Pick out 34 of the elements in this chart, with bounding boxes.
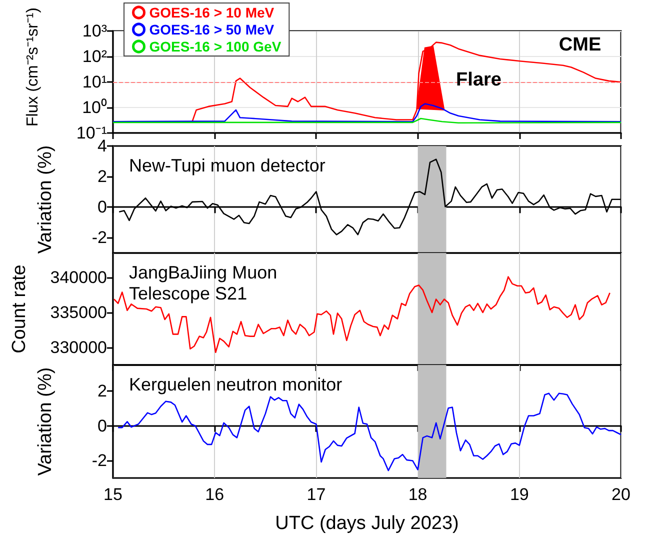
legend-label: GOES-16 > 50 MeV — [149, 22, 275, 38]
y-axis-title: Variation (%) — [35, 367, 56, 476]
x-axis-title: UTC (days July 2023) — [275, 513, 459, 534]
legend-label: GOES-16 > 100 GeV — [149, 38, 282, 54]
legend-label: GOES-16 > 10 MeV — [149, 4, 275, 20]
y-tick-label: 2 — [98, 382, 107, 401]
y-axis-title: Flux (cm⁻²s⁻¹sr⁻¹) — [24, 8, 42, 126]
annotation: Flare — [456, 69, 502, 90]
y-tick-label: 10¹ — [82, 72, 108, 92]
y-tick-label: 0 — [98, 416, 107, 436]
y-tick-label: 10³ — [82, 22, 108, 40]
text: New-Tupi muon detector — [129, 156, 326, 176]
y-axis-title: Variation (%) — [35, 145, 56, 254]
x-tick-label: 16 — [205, 485, 224, 504]
y-tick-label: 340000 — [50, 268, 107, 287]
x-tick-label: 15 — [104, 485, 122, 504]
text: Kerguelen neutron monitor — [129, 374, 342, 394]
text: JangBaJiing Muon Telescope S21 — [129, 262, 282, 304]
x-tick-label: 18 — [408, 485, 428, 504]
y-tick-label: 335000 — [50, 303, 107, 322]
x-tick-label: 19 — [510, 485, 529, 504]
y-tick-label: 2 — [98, 167, 107, 186]
y-tick-label: 10² — [82, 47, 108, 66]
y-tick-label: 10⁰ — [82, 98, 107, 117]
y-tick-label: -2 — [92, 451, 107, 470]
line-series — [117, 392, 622, 472]
line-series — [112, 103, 622, 122]
y-axis-title: Count rate — [9, 264, 30, 354]
x-tick-label: 20 — [612, 485, 630, 504]
annotation: CME — [558, 34, 602, 56]
x-tick-label: 17 — [306, 485, 326, 504]
y-tick-label: -2 — [92, 228, 107, 248]
y-tick-label: 330000 — [50, 338, 107, 357]
y-tick-label: 0 — [98, 198, 107, 217]
